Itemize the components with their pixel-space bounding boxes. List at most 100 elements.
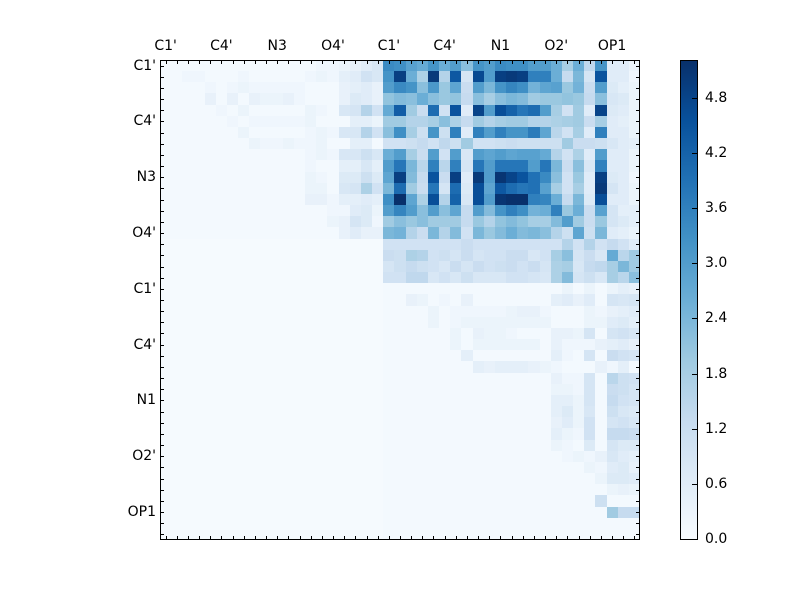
heatmap-cell (416, 71, 428, 83)
heatmap-cell (305, 82, 317, 94)
heatmap-cell (215, 339, 227, 351)
heatmap-cell (472, 160, 484, 172)
heatmap-cell (160, 394, 172, 407)
heatmap-cell (383, 193, 395, 206)
heatmap-cell (293, 193, 306, 206)
heatmap-cell (573, 193, 585, 206)
heatmap-cell (506, 428, 518, 440)
heatmap-cell (416, 82, 428, 94)
heatmap-cell (405, 461, 417, 474)
heatmap-cell (405, 126, 417, 139)
heatmap-cell (483, 406, 495, 418)
heatmap-cell (260, 394, 272, 407)
heatmap-cell (439, 82, 451, 94)
tick-mark (160, 132, 164, 134)
heatmap-cell (182, 316, 194, 328)
heatmap-cell (293, 517, 306, 529)
heatmap-cell (450, 461, 462, 474)
heatmap-cell (539, 193, 551, 206)
heatmap-cell (282, 484, 294, 496)
heatmap-cell (327, 104, 339, 116)
heatmap-cell (617, 350, 629, 362)
heatmap-cell (405, 439, 417, 451)
heatmap-cell (182, 193, 194, 206)
heatmap-cell (171, 104, 183, 116)
heatmap-cell (573, 528, 585, 540)
heatmap-cell (539, 305, 551, 317)
heatmap-cell (204, 406, 216, 418)
heatmap-cell (450, 383, 462, 395)
heatmap-cell (573, 160, 585, 172)
heatmap-cell (416, 461, 428, 474)
heatmap-cell (439, 205, 451, 217)
heatmap-cell (372, 115, 384, 127)
heatmap-cell (349, 439, 361, 451)
tick-mark (636, 389, 640, 391)
heatmap-cell (349, 238, 361, 250)
heatmap-cell (316, 383, 328, 395)
heatmap-cell (327, 227, 339, 239)
heatmap-cell (472, 495, 484, 507)
heatmap-cell (606, 238, 618, 250)
heatmap-cell (249, 227, 261, 239)
x-tick-label: C1' (377, 38, 401, 54)
heatmap-cell (483, 495, 495, 507)
heatmap-cell (316, 495, 328, 507)
heatmap-cell (584, 115, 596, 127)
heatmap-cell (383, 350, 395, 362)
heatmap-cell (249, 305, 261, 317)
heatmap-cell (160, 227, 172, 239)
heatmap-cell (338, 305, 350, 317)
heatmap-cell (606, 305, 618, 317)
heatmap-cell (494, 406, 507, 418)
heatmap-cell (215, 82, 227, 94)
heatmap-cell (427, 193, 440, 206)
heatmap-cell (450, 238, 462, 250)
heatmap-cell (293, 227, 306, 239)
heatmap-cell (383, 428, 395, 440)
heatmap-cell (372, 305, 384, 317)
heatmap-cell (573, 394, 585, 407)
heatmap-cell (226, 171, 239, 183)
tick-mark (636, 177, 640, 179)
heatmap-cell (226, 260, 239, 273)
heatmap-cell (405, 361, 417, 373)
heatmap-cell (550, 71, 562, 83)
heatmap-cell (405, 473, 417, 485)
heatmap-cell (394, 394, 406, 407)
heatmap-cell (293, 126, 306, 139)
heatmap-cell (506, 350, 518, 362)
heatmap-cell (550, 160, 562, 172)
heatmap-cell (550, 93, 562, 105)
heatmap-cell (517, 283, 529, 295)
heatmap-cell (628, 327, 640, 340)
heatmap-cell (416, 305, 428, 317)
heatmap-cell (461, 160, 473, 172)
heatmap-cell (461, 182, 473, 194)
heatmap-cell (182, 305, 194, 317)
heatmap-cell (427, 417, 440, 429)
heatmap-cell (193, 104, 205, 116)
heatmap-cell (271, 461, 283, 474)
heatmap-cell (293, 216, 306, 228)
heatmap-cell (584, 205, 596, 217)
heatmap-cell (439, 294, 451, 306)
heatmap-cell (494, 473, 507, 485)
heatmap-cell (539, 417, 551, 429)
tick-mark (321, 536, 323, 540)
heatmap-cell (226, 272, 239, 284)
heatmap-cell (327, 93, 339, 105)
heatmap-cell (383, 417, 395, 429)
heatmap-cell (405, 294, 417, 306)
heatmap-cell (349, 93, 361, 105)
tick-mark (210, 60, 212, 64)
heatmap-cell (383, 305, 395, 317)
heatmap-cell (461, 450, 473, 462)
heatmap-cell (606, 506, 618, 518)
heatmap-cell (606, 394, 618, 407)
heatmap-cell (171, 461, 183, 474)
heatmap-cell (472, 216, 484, 228)
heatmap-cell (472, 82, 484, 94)
heatmap-cell (472, 350, 484, 362)
heatmap-cell (606, 372, 618, 384)
